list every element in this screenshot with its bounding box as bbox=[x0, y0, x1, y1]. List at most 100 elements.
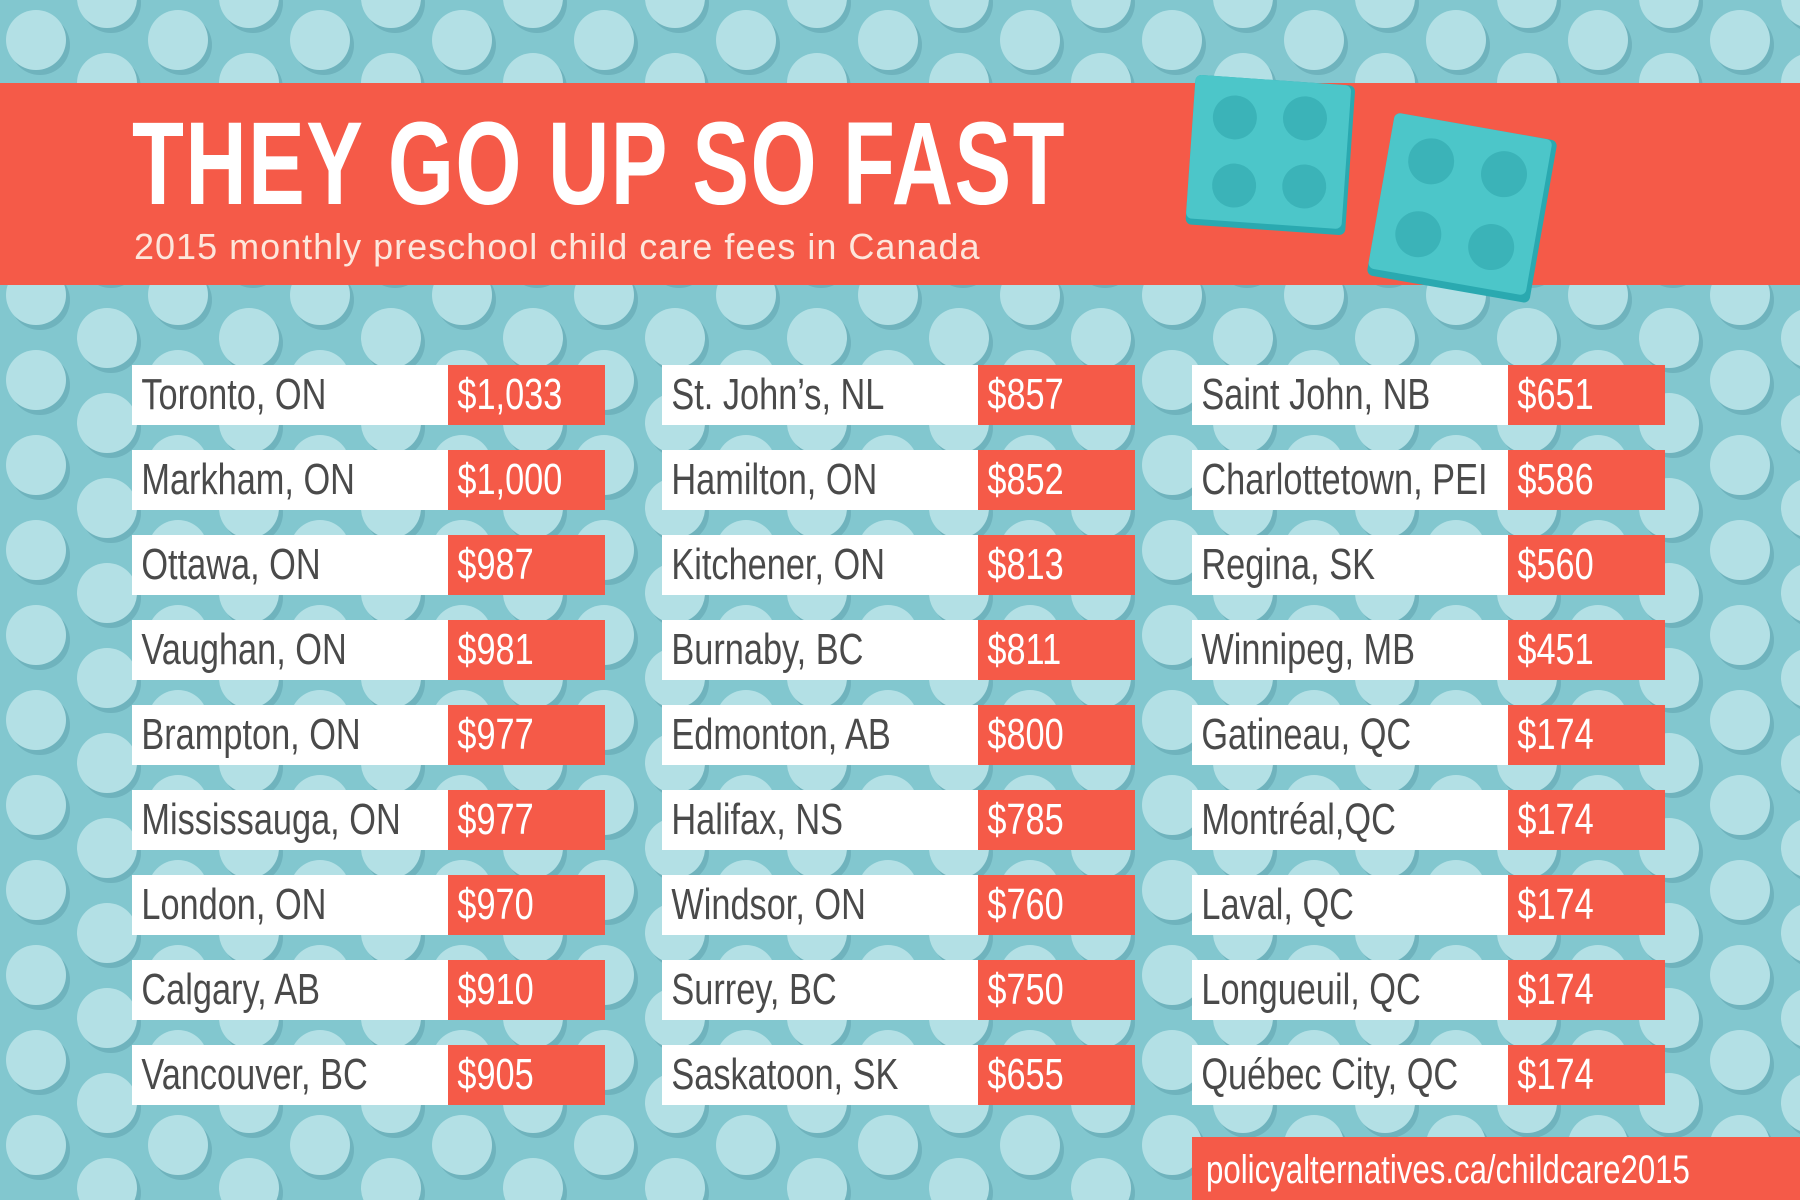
fee-value: $655 bbox=[987, 1050, 1064, 1099]
fee-value: $977 bbox=[457, 795, 534, 844]
city-name: Québec City, QC bbox=[1201, 1050, 1459, 1099]
fee-cell: $785 bbox=[978, 790, 1135, 850]
fee-cell: $560 bbox=[1508, 535, 1665, 595]
bricks bbox=[1185, 75, 1557, 303]
city-name: Winnipeg, MB bbox=[1201, 625, 1415, 674]
city-cell: Burnaby, BC bbox=[662, 620, 978, 680]
title: THEY GO UP SO FAST bbox=[132, 98, 1066, 230]
city-name: St. John’s, NL bbox=[671, 370, 885, 419]
fee-value: $813 bbox=[987, 540, 1064, 589]
fee-value: $750 bbox=[987, 965, 1064, 1014]
fee-value: $857 bbox=[987, 370, 1064, 419]
fee-value: $760 bbox=[987, 880, 1064, 929]
footer-bar bbox=[1192, 1137, 1800, 1200]
fee-cell: $1,000 bbox=[448, 450, 605, 510]
city-cell: Surrey, BC bbox=[662, 960, 978, 1020]
city-name: Kitchener, ON bbox=[671, 540, 886, 589]
city-cell: London, ON bbox=[132, 875, 448, 935]
city-name: Regina, SK bbox=[1201, 540, 1375, 589]
city-name: Saint John, NB bbox=[1201, 370, 1431, 419]
city-cell: Hamilton, ON bbox=[662, 450, 978, 510]
fee-cell: $174 bbox=[1508, 960, 1665, 1020]
fee-cell: $586 bbox=[1508, 450, 1665, 510]
city-cell: Kitchener, ON bbox=[662, 535, 978, 595]
fee-cell: $852 bbox=[978, 450, 1135, 510]
city-name: Gatineau, QC bbox=[1201, 710, 1412, 759]
city-cell: Winnipeg, MB bbox=[1192, 620, 1508, 680]
city-cell: Gatineau, QC bbox=[1192, 705, 1508, 765]
city-cell: Vancouver, BC bbox=[132, 1045, 448, 1105]
city-cell: Calgary, AB bbox=[132, 960, 448, 1020]
city-cell: Toronto, ON bbox=[132, 365, 448, 425]
fee-value: $811 bbox=[987, 625, 1062, 674]
fee-value: $174 bbox=[1517, 1050, 1594, 1099]
fee-value: $174 bbox=[1517, 880, 1594, 929]
city-cell: Mississauga, ON bbox=[132, 790, 448, 850]
city-cell: Markham, ON bbox=[132, 450, 448, 510]
city-name: Edmonton, AB bbox=[671, 710, 891, 759]
fee-cell: $174 bbox=[1508, 705, 1665, 765]
fee-value: $174 bbox=[1517, 710, 1594, 759]
fee-value: $852 bbox=[987, 455, 1064, 504]
fee-value: $651 bbox=[1517, 370, 1594, 419]
city-name: Toronto, ON bbox=[141, 370, 327, 419]
city-cell: Ottawa, ON bbox=[132, 535, 448, 595]
city-cell: Charlottetown, PEI bbox=[1192, 450, 1508, 510]
city-name: Mississauga, ON bbox=[141, 795, 401, 844]
fee-value: $174 bbox=[1517, 795, 1594, 844]
fee-cell: $651 bbox=[1508, 365, 1665, 425]
fee-value: $1,000 bbox=[457, 455, 563, 504]
city-cell: Saint John, NB bbox=[1192, 365, 1508, 425]
city-name: London, ON bbox=[141, 880, 327, 929]
fee-cell: $760 bbox=[978, 875, 1135, 935]
city-name: Brampton, ON bbox=[141, 710, 361, 759]
fee-value: $785 bbox=[987, 795, 1064, 844]
subtitle: 2015 monthly preschool child care fees i… bbox=[134, 226, 981, 267]
city-name: Longueuil, QC bbox=[1201, 965, 1421, 1014]
city-name: Charlottetown, PEI bbox=[1201, 455, 1488, 504]
fee-cell: $905 bbox=[448, 1045, 605, 1105]
city-name: Ottawa, ON bbox=[141, 540, 321, 589]
fee-cell: $750 bbox=[978, 960, 1135, 1020]
fee-value: $560 bbox=[1517, 540, 1594, 589]
city-cell: Halifax, NS bbox=[662, 790, 978, 850]
city-cell: St. John’s, NL bbox=[662, 365, 978, 425]
city-cell: Vaughan, ON bbox=[132, 620, 448, 680]
city-cell: Windsor, ON bbox=[662, 875, 978, 935]
city-name: Hamilton, ON bbox=[671, 455, 878, 504]
city-name: Halifax, NS bbox=[671, 795, 844, 844]
city-cell: Québec City, QC bbox=[1192, 1045, 1508, 1105]
city-name: Windsor, ON bbox=[671, 880, 866, 929]
city-name: Saskatoon, SK bbox=[671, 1050, 899, 1099]
city-cell: Saskatoon, SK bbox=[662, 1045, 978, 1105]
fee-value: $586 bbox=[1517, 455, 1594, 504]
fee-value: $451 bbox=[1517, 625, 1594, 674]
fee-cell: $1,033 bbox=[448, 365, 605, 425]
fee-value: $970 bbox=[457, 880, 534, 929]
fee-cell: $981 bbox=[448, 620, 605, 680]
city-name: Vaughan, ON bbox=[141, 625, 347, 674]
fee-cell: $451 bbox=[1508, 620, 1665, 680]
fee-cell: $977 bbox=[448, 705, 605, 765]
fee-value: $174 bbox=[1517, 965, 1594, 1014]
fee-cell: $970 bbox=[448, 875, 605, 935]
city-name: Laval, QC bbox=[1201, 880, 1354, 929]
fee-cell: $655 bbox=[978, 1045, 1135, 1105]
city-name: Vancouver, BC bbox=[141, 1050, 368, 1099]
city-cell: Edmonton, AB bbox=[662, 705, 978, 765]
fee-value: $905 bbox=[457, 1050, 534, 1099]
city-cell: Montréal,QC bbox=[1192, 790, 1508, 850]
fee-value: $987 bbox=[457, 540, 534, 589]
fee-value: $910 bbox=[457, 965, 534, 1014]
fee-cell: $857 bbox=[978, 365, 1135, 425]
fee-cell: $813 bbox=[978, 535, 1135, 595]
fee-value: $981 bbox=[457, 625, 534, 674]
city-cell: Laval, QC bbox=[1192, 875, 1508, 935]
city-name: Markham, ON bbox=[141, 455, 355, 504]
fee-value: $800 bbox=[987, 710, 1064, 759]
fee-cell: $910 bbox=[448, 960, 605, 1020]
fee-cell: $174 bbox=[1508, 875, 1665, 935]
fee-cell: $174 bbox=[1508, 790, 1665, 850]
fee-cell: $800 bbox=[978, 705, 1135, 765]
